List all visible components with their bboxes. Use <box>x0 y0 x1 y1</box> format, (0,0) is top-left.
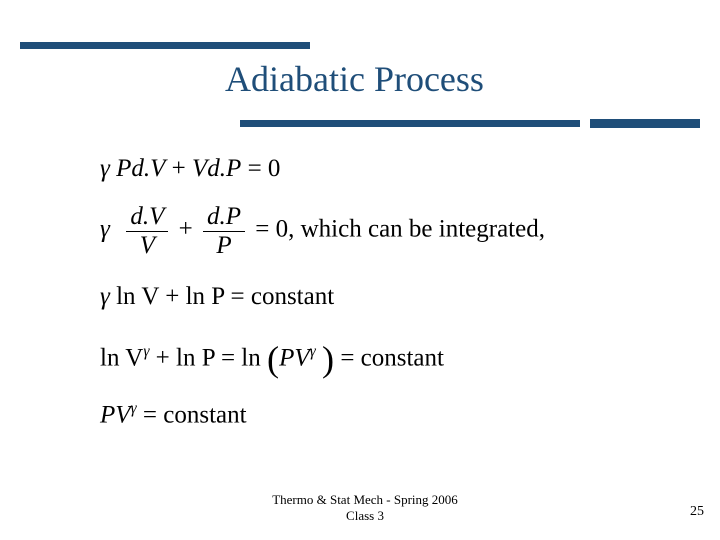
equation-4: ln Vγ + ln P = ln (PVγ ) = constant <box>100 338 444 380</box>
page-number: 25 <box>690 504 704 520</box>
subtitle-bar <box>240 120 580 127</box>
slide-title: Adiabatic Process <box>225 58 484 100</box>
slide: Adiabatic Process γ Pd.V + Vd.P = 0 γ d.… <box>0 0 720 540</box>
equation-5: PVγ = constant <box>100 400 247 429</box>
equation-2: γ d.V V + d.P P = 0, which can be integr… <box>100 203 545 259</box>
footer-line-2: Class 3 <box>255 508 475 524</box>
equation-3: γ ln V + ln P = constant <box>100 283 334 311</box>
equation-1: γ Pd.V + Vd.P = 0 <box>100 155 280 183</box>
footer-line-1: Thermo & Stat Mech - Spring 2006 <box>255 492 475 508</box>
footer-text: Thermo & Stat Mech - Spring 2006 Class 3 <box>255 492 475 524</box>
fraction-dv-v: d.V V <box>126 203 168 259</box>
subtitle-accent <box>590 119 700 128</box>
fraction-dp-p: d.P P <box>203 203 245 259</box>
title-bar <box>20 42 310 49</box>
